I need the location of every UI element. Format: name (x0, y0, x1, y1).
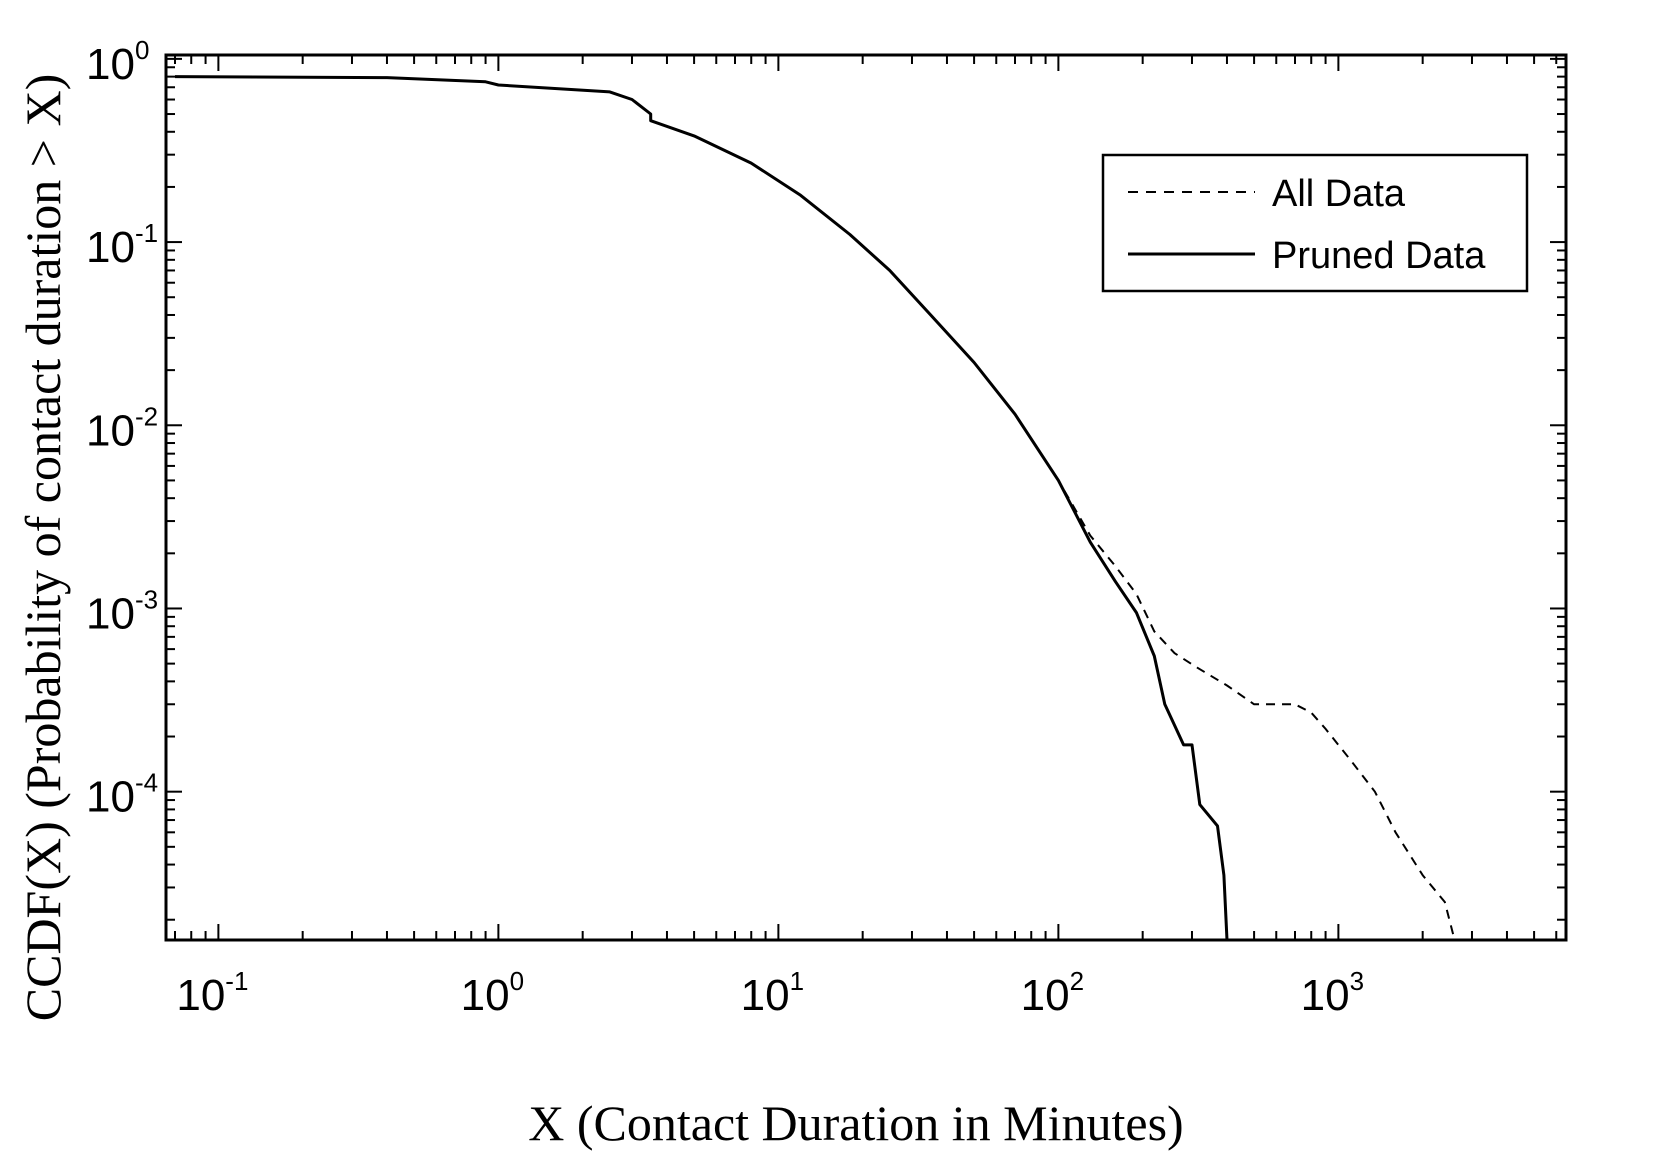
x-tick-exponent: 3 (1350, 966, 1364, 996)
y-tick-base: 10 (86, 589, 135, 638)
y-tick-exponent: -1 (135, 218, 158, 248)
x-tick-label: 10-1 (176, 966, 248, 1020)
y-tick-exponent: -2 (135, 401, 158, 431)
legend-label-pruned-data: Pruned Data (1272, 235, 1486, 277)
y-tick-base: 10 (86, 223, 135, 272)
x-tick-label: 101 (741, 966, 804, 1020)
x-tick-label: 102 (1021, 966, 1084, 1020)
y-tick-exponent: -4 (135, 768, 158, 798)
legend: All Data Pruned Data (1101, 153, 1529, 293)
y-tick-label: 10-3 (86, 584, 158, 638)
y-tick-label: 100 (86, 35, 149, 89)
y-tick-exponent: -3 (135, 584, 158, 614)
y-tick-exponent: 0 (135, 35, 149, 65)
x-tick-label: 100 (461, 966, 524, 1020)
y-tick-base: 10 (86, 40, 135, 89)
legend-label-all-data: All Data (1272, 173, 1406, 215)
x-tick-exponent: -1 (225, 966, 248, 996)
x-tick-base: 10 (461, 971, 510, 1020)
x-tick-base: 10 (176, 971, 225, 1020)
y-tick-label: 10-1 (86, 218, 158, 272)
minor-ticks (166, 55, 1566, 940)
x-tick-label: 103 (1301, 966, 1364, 1020)
x-tick-exponent: 1 (790, 966, 804, 996)
y-tick-label: 10-2 (86, 401, 158, 455)
x-axis-ticks: 10-1 100 101 102 103 (176, 966, 1364, 1020)
y-tick-label: 10-4 (86, 768, 158, 822)
y-axis-label: CCDF(X) (Probability of contact duration… (15, 74, 71, 1022)
x-tick-base: 10 (741, 971, 790, 1020)
x-axis-label: X (Contact Duration in Minutes) (528, 1095, 1183, 1151)
series-layer (174, 75, 1456, 941)
x-tick-base: 10 (1021, 971, 1070, 1020)
y-tick-base: 10 (86, 773, 135, 822)
series-line-pruned-data (174, 75, 1229, 941)
x-tick-base: 10 (1301, 971, 1350, 1020)
x-tick-exponent: 0 (510, 966, 524, 996)
x-tick-exponent: 2 (1070, 966, 1084, 996)
y-tick-base: 10 (86, 406, 135, 455)
legend-box (1101, 153, 1529, 293)
